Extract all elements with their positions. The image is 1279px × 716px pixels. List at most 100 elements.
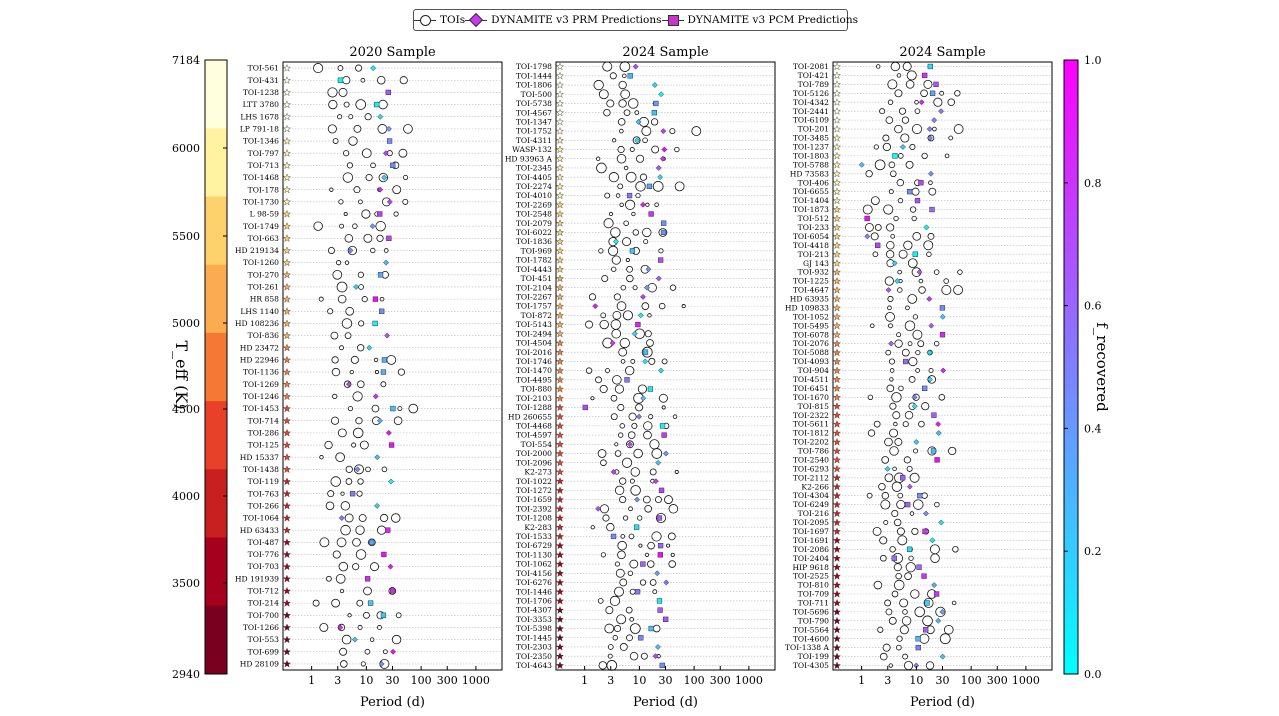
- toi-planet-marker: [888, 616, 897, 625]
- toi-planet-marker: [327, 124, 337, 134]
- toi-planet-marker: [629, 588, 636, 595]
- toi-planet-marker: [607, 653, 613, 659]
- system-label: TOI-776: [248, 550, 280, 559]
- toi-planet-marker: [403, 124, 413, 134]
- toi-planet-marker: [630, 485, 641, 496]
- toi-planet-marker: [664, 495, 673, 504]
- system-label: LTT 3780: [243, 100, 280, 109]
- toi-planet-marker: [891, 481, 903, 492]
- toi-planet-marker: [590, 396, 595, 401]
- toi-planet-marker: [318, 296, 324, 302]
- system-label: TOI-1746: [516, 357, 552, 366]
- host-star-icon: [283, 88, 291, 97]
- system-label: TOI-2345: [516, 164, 552, 173]
- system-label: LP 791-18: [240, 124, 279, 133]
- system-label: TOI-932: [798, 268, 830, 277]
- system-label: TOI-2096: [516, 458, 552, 467]
- toi-planet-marker: [342, 172, 354, 183]
- toi-planet-marker: [933, 340, 940, 347]
- toi-planet-marker: [614, 384, 625, 394]
- toi-planet-marker: [905, 80, 915, 89]
- host-star-icon: [556, 246, 564, 255]
- system-label: TOI-561: [248, 64, 279, 73]
- host-star-icon: [283, 295, 291, 303]
- system-label: TOI-2269: [516, 200, 552, 209]
- system-label: TOI-763: [248, 489, 280, 498]
- toi-planet-marker: [610, 413, 618, 421]
- prm-prediction-marker: [609, 340, 616, 346]
- system-label: TOI-4504: [516, 339, 552, 348]
- system-label: TOI-4418: [793, 241, 829, 250]
- prm-prediction-marker: [658, 367, 664, 374]
- toi-planet-marker: [335, 452, 345, 463]
- pcm-prediction-marker: [377, 211, 383, 217]
- host-star-icon: [283, 404, 291, 413]
- host-star-icon: [283, 222, 291, 230]
- toi-planet-marker: [906, 465, 913, 472]
- toi-planet-marker: [631, 211, 636, 217]
- prm-prediction-marker: [657, 174, 664, 181]
- toi-planet-marker: [619, 495, 627, 504]
- system-label: TOI-4305: [793, 661, 829, 670]
- prm-prediction-marker: [636, 413, 643, 420]
- toi-planet-marker: [603, 218, 614, 229]
- toi-planet-marker: [336, 281, 348, 293]
- host-star-icon: [833, 572, 841, 580]
- prm-prediction-marker: [369, 223, 376, 230]
- toi-planet-marker: [327, 490, 335, 498]
- prm-prediction-marker: [634, 137, 640, 144]
- pcm-prediction-marker: [646, 183, 653, 190]
- toi-planet-marker: [319, 622, 329, 632]
- host-star-icon: [833, 384, 841, 393]
- pcm-prediction-marker: [374, 101, 380, 108]
- fraction-tick-label: 0.0: [1084, 668, 1102, 681]
- toi-planet-marker: [629, 651, 639, 661]
- prm-prediction-marker: [655, 164, 662, 171]
- toi-planet-marker: [923, 240, 934, 251]
- toi-planet-marker: [353, 124, 362, 133]
- host-star-icon: [833, 581, 841, 589]
- toi-planet-marker: [637, 515, 643, 521]
- toi-planet-marker: [361, 209, 371, 219]
- system-label: TOI-713: [248, 161, 280, 170]
- toi-planet-marker: [602, 514, 610, 522]
- system-label: TOI-5088: [793, 348, 829, 357]
- host-star-icon: [283, 319, 291, 328]
- toi-planet-marker: [897, 269, 902, 275]
- prm-prediction-marker: [931, 117, 938, 124]
- toi-planet-marker: [614, 450, 622, 457]
- fraction-tick-label: 0.6: [1084, 300, 1102, 313]
- x-tick-label: 1: [858, 674, 865, 687]
- toi-planet-marker: [626, 274, 634, 283]
- toi-planet-marker: [670, 552, 675, 557]
- system-label: WASP-132: [512, 145, 552, 154]
- host-star-icon: [283, 501, 291, 510]
- host-star-icon: [833, 455, 841, 464]
- pcm-prediction-marker: [634, 589, 641, 595]
- toi-planet-marker: [889, 428, 899, 438]
- prm-prediction-marker: [938, 108, 945, 115]
- toi-planet-marker: [881, 456, 890, 464]
- toi-planet-marker: [403, 174, 409, 181]
- system-label: LHS 1140: [240, 307, 279, 316]
- system-label: TOI-5398: [516, 624, 552, 633]
- prm-prediction-marker: [918, 99, 925, 106]
- prm-prediction-marker: [928, 322, 935, 329]
- toi-planet-marker: [651, 145, 660, 154]
- pcm-prediction-marker: [907, 188, 913, 195]
- toi-planet-marker: [620, 359, 626, 364]
- host-star-icon: [556, 596, 564, 605]
- host-star-icon: [833, 241, 841, 249]
- prm-prediction-marker: [637, 312, 644, 319]
- system-label: TOI-1288: [516, 403, 552, 412]
- system-label: TOI-1272: [516, 486, 552, 495]
- teff-colorbar-segment: [205, 196, 227, 266]
- pcm-prediction-marker: [929, 206, 935, 213]
- x-tick-label: 1: [581, 674, 588, 687]
- toi-planet-marker: [907, 341, 913, 347]
- toi-planet-marker: [878, 482, 886, 491]
- pcm-prediction-marker: [657, 257, 664, 263]
- toi-planet-marker: [604, 623, 615, 634]
- toi-planet-marker: [629, 147, 635, 152]
- toi-planet-marker: [933, 97, 943, 107]
